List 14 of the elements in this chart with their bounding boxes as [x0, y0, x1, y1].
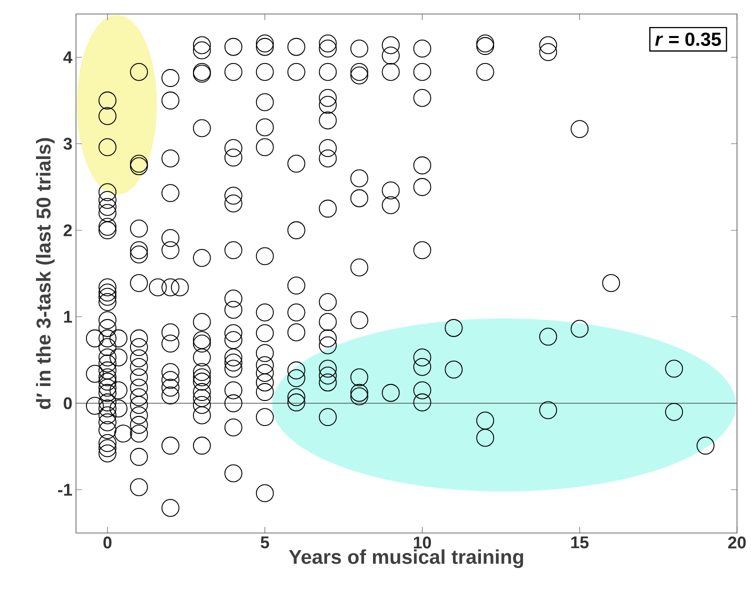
y-axis-title: d′ in the 3-task (last 50 trials) [36, 138, 55, 410]
y-tick-label: 1 [64, 310, 72, 323]
y-tick-label: 2 [64, 224, 72, 236]
y-tick-label: 3 [63, 138, 72, 150]
x-tick-label: 15 [571, 536, 589, 548]
x-tick-label: 0 [103, 536, 112, 549]
x-tick-label: 20 [728, 536, 746, 549]
annotation: r = 0.35 [655, 32, 721, 46]
y-tick-label: 0 [64, 397, 72, 410]
y-tick-label: 4 [63, 51, 72, 64]
x-tick-label: 5 [260, 536, 270, 548]
y-tick-label: -1 [58, 484, 72, 496]
x-axis-title: Years of musical training [288, 549, 524, 568]
x-tick-label: 10 [414, 536, 431, 549]
